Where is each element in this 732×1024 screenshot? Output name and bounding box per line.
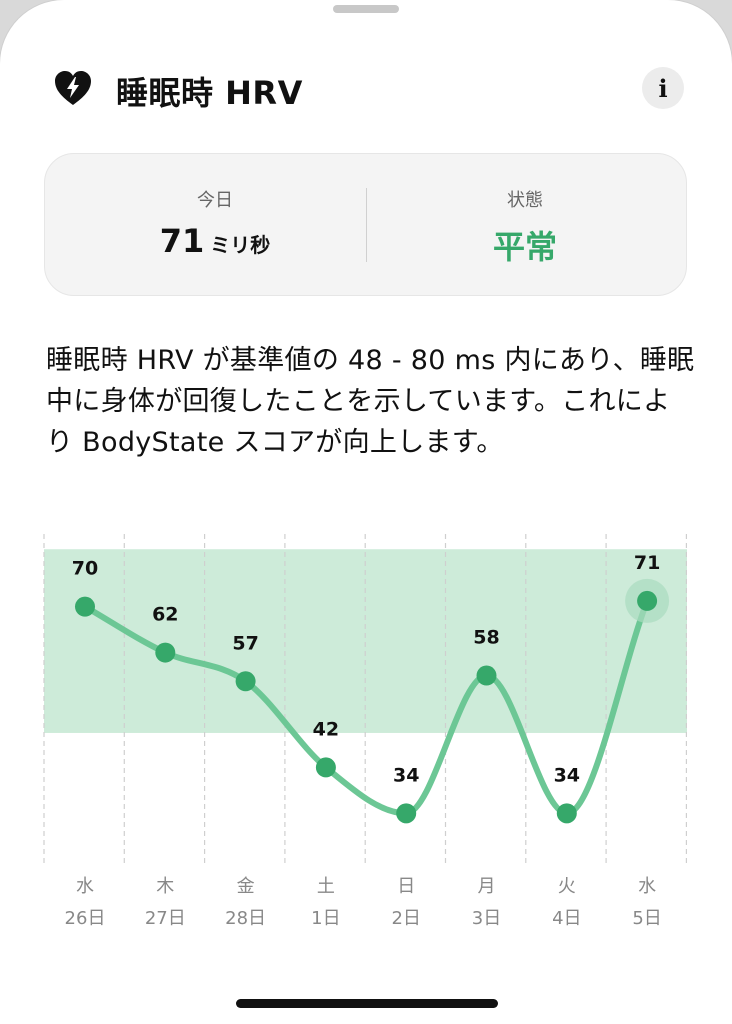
data-label: 34 [393, 764, 419, 786]
status-value: 平常 [492, 228, 557, 266]
page-title: 睡眠時 HRV [116, 74, 303, 112]
status-label: 状態 [507, 190, 543, 211]
data-label: 42 [313, 718, 339, 740]
summary-card: 今日 71 ミリ秒 状態 平常 [44, 153, 687, 296]
today-unit: ミリ秒 [210, 233, 271, 257]
x-weekday-label: 日 [397, 876, 415, 897]
summary-divider [366, 188, 367, 262]
x-weekday-label: 火 [558, 876, 576, 897]
x-date-label: 28日 [225, 908, 266, 929]
x-weekday-label: 水 [76, 876, 94, 897]
x-date-label: 27日 [145, 908, 186, 929]
today-label: 今日 [197, 190, 233, 211]
x-weekday-label: 水 [638, 876, 656, 897]
info-button[interactable]: i [642, 67, 684, 109]
data-label: 62 [152, 604, 178, 626]
data-label: 57 [232, 632, 258, 654]
heart-bolt-icon [55, 71, 91, 105]
x-date-label: 4日 [552, 908, 581, 929]
x-weekday-label: 土 [317, 876, 335, 897]
data-point [155, 642, 176, 663]
info-icon: i [658, 73, 668, 103]
data-point [637, 590, 658, 611]
status-section: 状態 平常 [365, 186, 685, 268]
data-point [476, 665, 497, 686]
data-label: 58 [473, 627, 499, 649]
data-point [556, 803, 577, 824]
x-weekday-label: 金 [237, 876, 255, 897]
hrv-chart: 70 62 57 42 34 58 34 71 水 26日 木 27日 金 28日 土 1日 日 2日 月 3日 火 4日… [43, 534, 688, 929]
x-weekday-label: 月 [478, 876, 496, 897]
data-point [315, 757, 336, 778]
sheet-grabber[interactable] [333, 5, 399, 13]
today-value: 71 [159, 222, 205, 260]
x-weekday-label: 木 [156, 876, 174, 897]
x-date-label: 2日 [391, 908, 420, 929]
x-date-label: 3日 [472, 908, 501, 929]
x-date-label: 1日 [311, 908, 340, 929]
data-label: 71 [634, 552, 660, 574]
data-point [75, 596, 95, 617]
home-indicator[interactable] [236, 999, 498, 1008]
data-point [235, 671, 256, 692]
x-date-label: 26日 [65, 908, 106, 929]
data-point [396, 803, 417, 824]
data-label: 34 [554, 764, 580, 786]
today-section: 今日 71 ミリ秒 [55, 186, 375, 260]
data-label: 70 [72, 558, 98, 580]
hrv-description: 睡眠時 HRV が基準値の 48 - 80 ms 内にあり、睡眠中に身体が回復し… [46, 345, 695, 458]
x-date-label: 5日 [632, 908, 661, 929]
